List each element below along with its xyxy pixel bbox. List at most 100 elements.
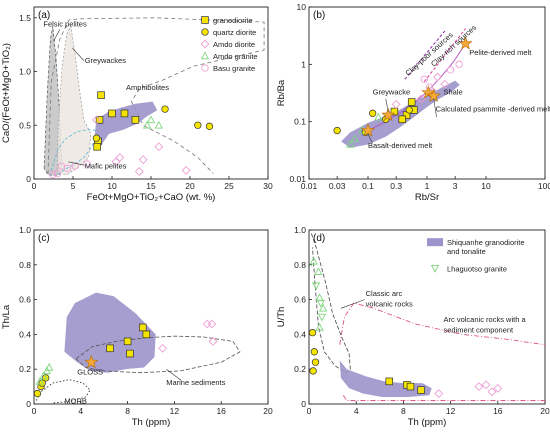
reference-star (458, 36, 473, 50)
data-point (146, 115, 156, 124)
x-tick-label: 4 (354, 406, 359, 416)
y-axis-label: U/Th (276, 307, 287, 328)
annotation-label: Arc volcanic rocks with a (444, 315, 527, 324)
x-tick-label: 20 (185, 181, 195, 191)
data-point (205, 122, 214, 130)
x-tick-label: 16 (216, 406, 226, 416)
data-point (161, 105, 169, 113)
data-point (194, 121, 202, 129)
legend-marker (430, 265, 440, 273)
mafic-pelites-field (49, 129, 100, 176)
data-point (315, 293, 324, 302)
felsic-pelites-field (43, 26, 63, 177)
panel-label: (d) (313, 233, 325, 244)
y-axis-label: Th/La (1, 304, 12, 329)
annotation-label: Mafic pelites (85, 161, 127, 170)
y-tick-label: 1.0 (19, 225, 31, 235)
data-point (53, 169, 62, 178)
x-tick-label: 25 (224, 181, 234, 191)
data-point (123, 337, 132, 346)
x-axis-label: Rb/Sr (415, 192, 439, 203)
data-point (126, 349, 134, 358)
legend-label: Lhaguotso granite (447, 264, 507, 273)
data-point (346, 139, 355, 148)
reference-star (381, 107, 396, 122)
legend-marker (201, 28, 209, 36)
panel-label: (a) (38, 10, 50, 21)
annotation-label: Pelite-derived melt (469, 48, 532, 57)
annotation-label: Amphibolites (126, 83, 169, 92)
data-point (181, 165, 191, 175)
data-point (474, 382, 484, 392)
y-tick-label: 0 (26, 174, 31, 184)
legend-label: Amdo granite (213, 52, 258, 61)
y-tick-label: 0.2 (294, 364, 306, 374)
data-point (142, 330, 151, 339)
legend-label: Amdo diorite (213, 40, 255, 49)
x-tick-label: 0 (32, 181, 37, 191)
data-point (138, 155, 148, 165)
data-point (455, 60, 463, 68)
leader-line (71, 47, 85, 61)
y-tick-label: 1.0 (19, 67, 31, 77)
x-tick-label: 0.1 (362, 181, 374, 191)
plot-frame (308, 229, 546, 405)
reference-star (426, 88, 441, 103)
data-point (39, 371, 48, 380)
x-tick-label: 0.03 (329, 181, 346, 191)
data-point (398, 115, 406, 124)
leader-line (68, 161, 84, 166)
y-tick-label: 0.8 (19, 260, 31, 270)
annotation-label: Greywacke (373, 87, 411, 96)
y-tick-label: 1.5 (19, 13, 31, 23)
data-point (115, 153, 125, 162)
x-tick-label: 16 (493, 406, 503, 416)
x-tick-label: 5 (71, 181, 76, 191)
data-point (154, 120, 163, 129)
data-point (417, 386, 425, 394)
leader-line (166, 368, 182, 381)
y-tick-label: 0.2 (19, 364, 31, 374)
legend-marker (201, 16, 209, 24)
arc-sediment-field (342, 395, 545, 401)
data-point (111, 157, 121, 167)
y-tick-label: 0.6 (19, 295, 31, 305)
data-point (91, 115, 101, 125)
data-point (311, 358, 320, 366)
source-divider (404, 30, 446, 80)
data-point (202, 319, 212, 329)
x-tick-label: 10 (107, 181, 117, 191)
annotation-label: Basalt-derived melt (368, 141, 433, 150)
data-point (35, 376, 44, 385)
data-point (374, 112, 383, 121)
x-tick-label: 10 (481, 181, 491, 191)
x-tick-label: 8 (401, 406, 406, 416)
annotation-label: sediment component (444, 326, 515, 335)
x-tick-label: 100 (538, 181, 550, 191)
x-tick-label: 0.01 (301, 181, 318, 191)
sample-field (93, 101, 158, 150)
leader-line (433, 98, 437, 118)
data-point (97, 91, 105, 99)
data-point (416, 94, 426, 104)
data-point (440, 79, 450, 89)
legend-label: quartz diorite (213, 28, 256, 37)
y-tick-label: 0 (26, 399, 31, 409)
data-point (63, 164, 72, 172)
data-point (420, 75, 428, 83)
legend-label: and tonalite (447, 247, 486, 256)
data-point (120, 109, 129, 118)
leader-line (340, 299, 365, 309)
data-point (83, 160, 91, 168)
x-tick-label: 20 (540, 406, 550, 416)
data-point (310, 348, 318, 356)
x-tick-label: 0.3 (390, 181, 402, 191)
data-point (33, 389, 42, 398)
x-tick-label: 20 (263, 406, 273, 416)
annotation-label: Classic arc (366, 289, 403, 298)
annotation-label: volcanic rocks (366, 300, 413, 309)
x-tick-label: 0 (32, 406, 37, 416)
x-tick-label: 3 (453, 181, 458, 191)
leader-line (53, 29, 61, 42)
panel-label: (b) (313, 10, 325, 21)
